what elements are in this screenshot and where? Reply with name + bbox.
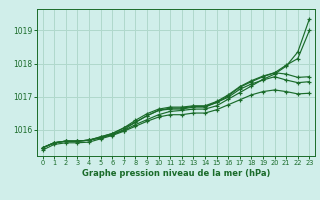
X-axis label: Graphe pression niveau de la mer (hPa): Graphe pression niveau de la mer (hPa) — [82, 169, 270, 178]
